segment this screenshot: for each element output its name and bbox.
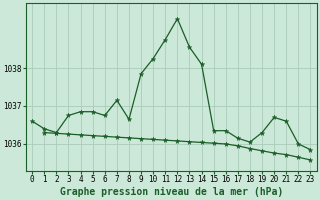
X-axis label: Graphe pression niveau de la mer (hPa): Graphe pression niveau de la mer (hPa) <box>60 186 283 197</box>
